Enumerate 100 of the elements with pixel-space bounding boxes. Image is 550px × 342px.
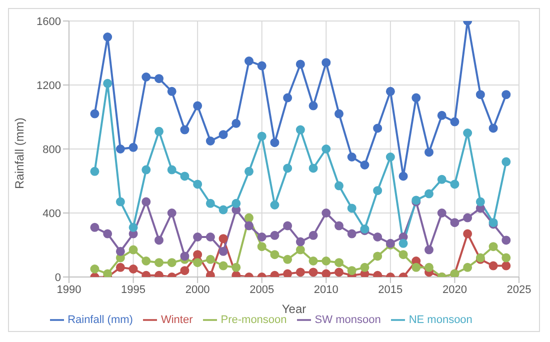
point (296, 60, 305, 69)
point (206, 254, 215, 264)
point (283, 254, 292, 264)
point (502, 157, 511, 166)
legend-label: NE monsoon (408, 314, 472, 326)
point (218, 130, 228, 140)
point (334, 181, 344, 190)
point (476, 197, 485, 206)
point (502, 90, 511, 100)
point (103, 32, 112, 42)
point (244, 166, 254, 176)
point (257, 242, 266, 252)
point (463, 229, 472, 238)
point (488, 242, 498, 252)
legend-label: Winter (160, 314, 193, 326)
point (142, 256, 151, 266)
point (322, 256, 331, 266)
point (308, 230, 318, 240)
point (180, 266, 190, 276)
point (257, 132, 266, 141)
point (463, 128, 472, 138)
point (283, 93, 292, 102)
point (180, 252, 190, 261)
point (218, 205, 228, 214)
x-tick-label: 2020 (442, 284, 467, 296)
point (193, 258, 202, 268)
x-tick-label: 1990 (56, 284, 82, 296)
point (450, 180, 460, 189)
point (167, 165, 176, 174)
point (193, 250, 202, 260)
x-tick-label: 1995 (121, 284, 146, 296)
point (322, 144, 331, 154)
point (476, 90, 485, 100)
point (308, 101, 318, 110)
point (398, 250, 408, 260)
point (270, 230, 280, 240)
point (154, 74, 164, 84)
point (502, 236, 511, 245)
point (154, 236, 164, 245)
point (296, 245, 305, 254)
point (296, 237, 305, 246)
point (116, 197, 125, 206)
point (463, 262, 472, 272)
point (90, 264, 100, 274)
legend-label: Rainfall (mm) (68, 314, 133, 326)
point (373, 124, 382, 133)
y-axis-title: Rainfall (mm) (12, 118, 26, 189)
legend-label: Pre-monsoon (220, 314, 287, 326)
point (283, 269, 292, 277)
point (334, 258, 344, 268)
point (308, 256, 318, 266)
point (270, 138, 280, 148)
point (257, 232, 266, 242)
point (142, 165, 151, 174)
point (347, 204, 356, 213)
y-tick-label: 1600 (36, 16, 61, 28)
point (308, 268, 318, 277)
legend-label: SW monsoon (314, 314, 381, 326)
point (90, 222, 100, 232)
point (244, 213, 254, 222)
point (296, 268, 305, 277)
point (103, 229, 112, 238)
point (283, 164, 292, 173)
x-tick-label: 2015 (378, 284, 403, 296)
point (502, 253, 511, 262)
point (193, 180, 202, 189)
point (334, 268, 344, 277)
point (154, 258, 164, 268)
x-tick-label: 2005 (250, 284, 274, 296)
point (424, 189, 434, 198)
point (437, 110, 446, 120)
point (360, 262, 370, 272)
point (103, 78, 112, 88)
point (103, 269, 112, 277)
point (128, 222, 138, 232)
point (347, 152, 356, 162)
point (128, 245, 138, 254)
point (373, 186, 382, 196)
point (373, 252, 382, 261)
point (437, 174, 446, 184)
point (308, 164, 318, 173)
x-tick-label: 2000 (185, 284, 210, 296)
point (398, 238, 408, 248)
point (218, 234, 228, 244)
point (424, 245, 434, 254)
point (386, 86, 395, 96)
point (180, 125, 190, 134)
point (167, 86, 176, 96)
point (90, 109, 100, 118)
x-axis-title: Year (282, 302, 306, 316)
y-tick-label: 0 (54, 272, 61, 284)
point (154, 126, 164, 136)
point (334, 109, 344, 118)
point (322, 269, 331, 277)
point (296, 125, 305, 134)
point (206, 232, 215, 242)
point (116, 246, 125, 256)
point (270, 200, 280, 210)
point (334, 221, 344, 230)
point (386, 152, 395, 162)
